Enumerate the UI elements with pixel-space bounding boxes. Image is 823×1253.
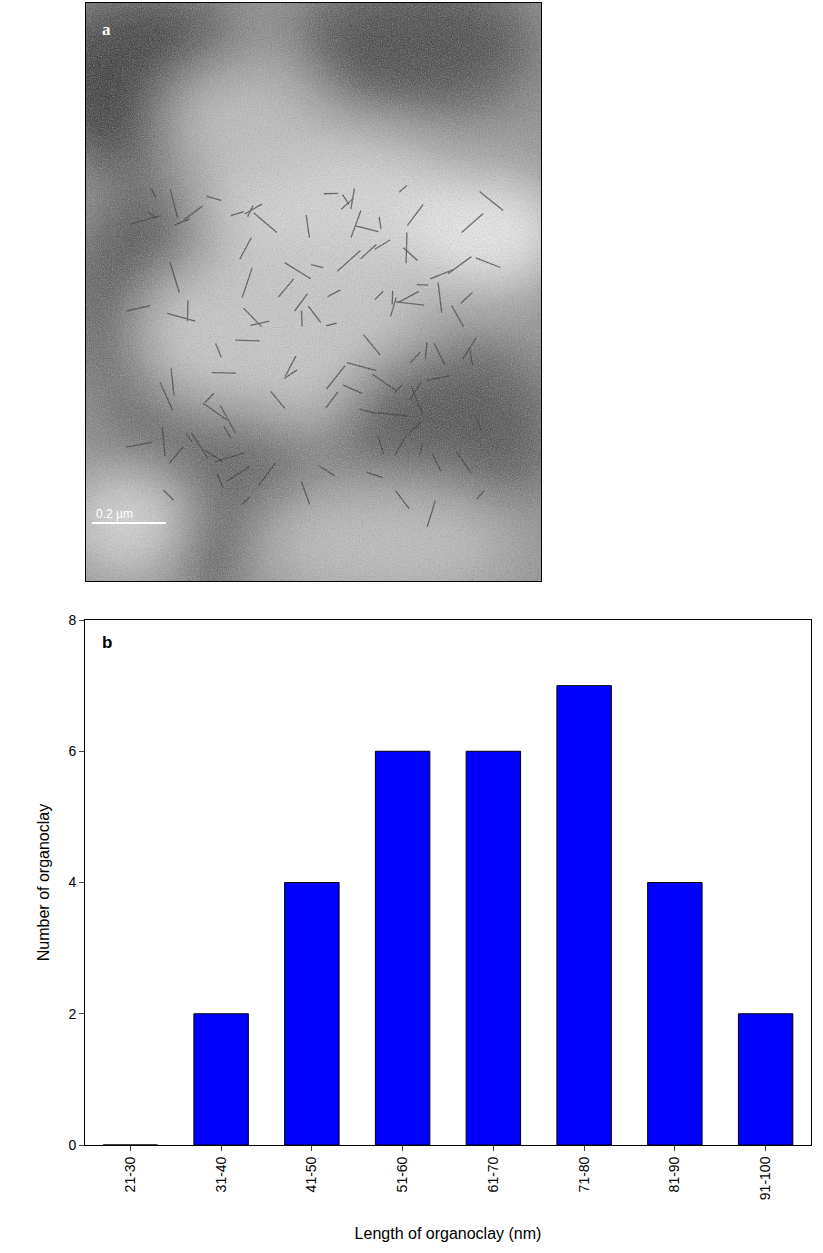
svg-text:b: b [102, 633, 112, 652]
svg-text:91-100: 91-100 [757, 1156, 773, 1200]
svg-text:8: 8 [68, 612, 76, 628]
svg-text:41-50: 41-50 [303, 1156, 319, 1192]
svg-text:4: 4 [68, 874, 76, 890]
svg-text:61-70: 61-70 [485, 1156, 501, 1192]
svg-text:6: 6 [68, 743, 76, 759]
svg-text:0: 0 [68, 1137, 76, 1153]
svg-text:a: a [102, 20, 111, 39]
svg-text:Length of organoclay (nm): Length of organoclay (nm) [355, 1225, 542, 1242]
svg-text:0.2 µm: 0.2 µm [96, 507, 133, 521]
svg-text:71-80: 71-80 [576, 1156, 592, 1192]
svg-text:2: 2 [68, 1006, 76, 1022]
svg-text:51-60: 51-60 [394, 1156, 410, 1192]
svg-text:21-30: 21-30 [122, 1156, 138, 1192]
svg-text:81-90: 81-90 [666, 1156, 682, 1192]
svg-text:Number of organoclay: Number of organoclay [35, 804, 52, 961]
svg-text:31-40: 31-40 [213, 1156, 229, 1192]
